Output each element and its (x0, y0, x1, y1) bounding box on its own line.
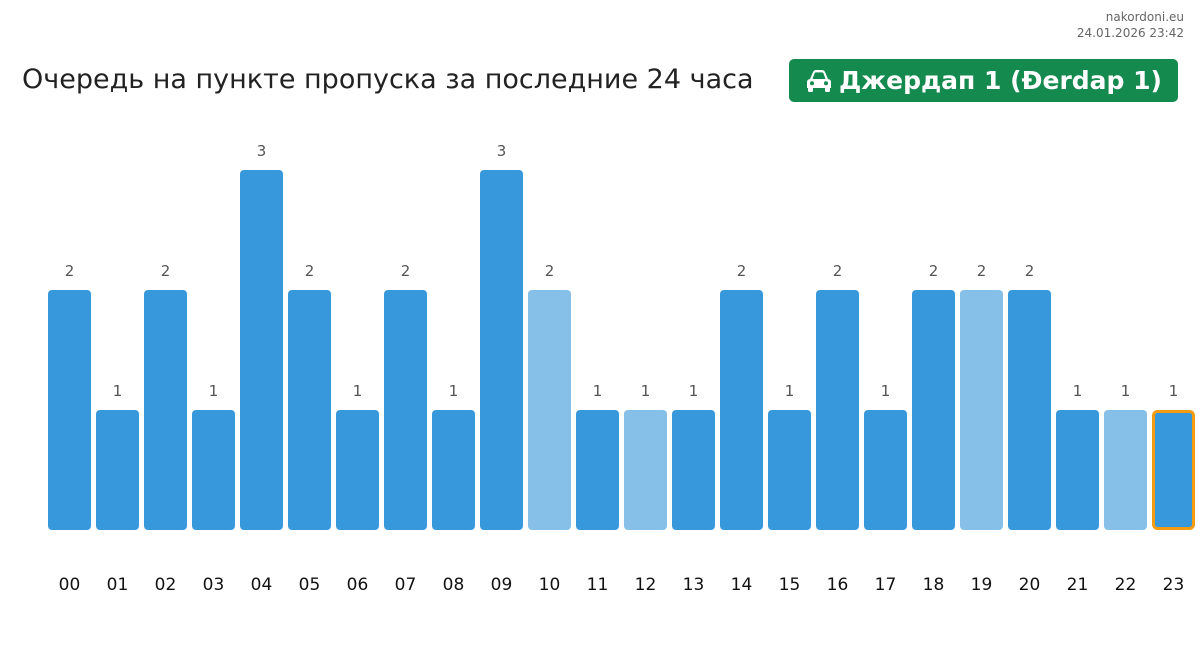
x-tick-13: 13 (683, 575, 705, 595)
x-tick-23: 23 (1163, 575, 1185, 595)
value-label-22: 1 (1121, 382, 1131, 400)
x-tick-04: 04 (251, 575, 273, 595)
x-tick-07: 07 (395, 575, 417, 595)
bar-02 (144, 290, 187, 530)
x-tick-11: 11 (587, 575, 609, 595)
bar-23 (1152, 410, 1195, 530)
x-tick-19: 19 (971, 575, 993, 595)
bar-20 (1008, 290, 1051, 530)
bar-13 (672, 410, 715, 530)
car-icon (805, 69, 833, 93)
x-tick-03: 03 (203, 575, 225, 595)
value-label-09: 3 (497, 142, 507, 160)
value-label-03: 1 (209, 382, 219, 400)
bar-12 (624, 410, 667, 530)
bar-06 (336, 410, 379, 530)
crossing-name: Джердап 1 (Đerdap 1) (839, 66, 1162, 95)
value-label-11: 1 (593, 382, 603, 400)
value-label-08: 1 (449, 382, 459, 400)
bar-17 (864, 410, 907, 530)
value-label-12: 1 (641, 382, 651, 400)
crossing-badge: Джердап 1 (Đerdap 1) (789, 59, 1178, 102)
bar-11 (576, 410, 619, 530)
x-tick-10: 10 (539, 575, 561, 595)
value-label-14: 2 (737, 262, 747, 280)
site-name: nakordoni.eu (1105, 10, 1184, 24)
timestamp: 24.01.2026 23:42 (1076, 26, 1184, 40)
x-tick-01: 01 (107, 575, 129, 595)
x-tick-09: 09 (491, 575, 513, 595)
value-label-20: 2 (1025, 262, 1035, 280)
bar-03 (192, 410, 235, 530)
value-label-01: 1 (113, 382, 123, 400)
x-tick-12: 12 (635, 575, 657, 595)
bar-18 (912, 290, 955, 530)
value-label-18: 2 (929, 262, 939, 280)
bar-07 (384, 290, 427, 530)
bar-14 (720, 290, 763, 530)
value-label-06: 1 (353, 382, 363, 400)
x-tick-06: 06 (347, 575, 369, 595)
bar-09 (480, 170, 523, 530)
value-label-23: 1 (1169, 382, 1179, 400)
value-label-07: 2 (401, 262, 411, 280)
bar-15 (768, 410, 811, 530)
x-tick-21: 21 (1067, 575, 1089, 595)
x-tick-18: 18 (923, 575, 945, 595)
x-tick-16: 16 (827, 575, 849, 595)
bar-19 (960, 290, 1003, 530)
value-label-10: 2 (545, 262, 555, 280)
bar-22 (1104, 410, 1147, 530)
x-tick-15: 15 (779, 575, 801, 595)
x-tick-08: 08 (443, 575, 465, 595)
chart-title: Очередь на пункте пропуска за последние … (22, 64, 754, 95)
bar-01 (96, 410, 139, 530)
bar-10 (528, 290, 571, 530)
value-label-13: 1 (689, 382, 699, 400)
value-label-04: 3 (257, 142, 267, 160)
x-tick-05: 05 (299, 575, 321, 595)
x-tick-00: 00 (59, 575, 81, 595)
x-tick-22: 22 (1115, 575, 1137, 595)
bar-16 (816, 290, 859, 530)
bar-04 (240, 170, 283, 530)
value-label-19: 2 (977, 262, 987, 280)
x-tick-20: 20 (1019, 575, 1041, 595)
value-label-16: 2 (833, 262, 843, 280)
bar-05 (288, 290, 331, 530)
bar-21 (1056, 410, 1099, 530)
value-label-02: 2 (161, 262, 171, 280)
x-tick-14: 14 (731, 575, 753, 595)
value-label-15: 1 (785, 382, 795, 400)
bar-08 (432, 410, 475, 530)
value-label-00: 2 (65, 262, 75, 280)
site-watermark: nakordoni.eu 24.01.2026 23:42 (1077, 9, 1184, 41)
value-label-17: 1 (881, 382, 891, 400)
value-label-21: 1 (1073, 382, 1083, 400)
x-tick-02: 02 (155, 575, 177, 595)
value-label-05: 2 (305, 262, 315, 280)
bar-00 (48, 290, 91, 530)
x-tick-17: 17 (875, 575, 897, 595)
